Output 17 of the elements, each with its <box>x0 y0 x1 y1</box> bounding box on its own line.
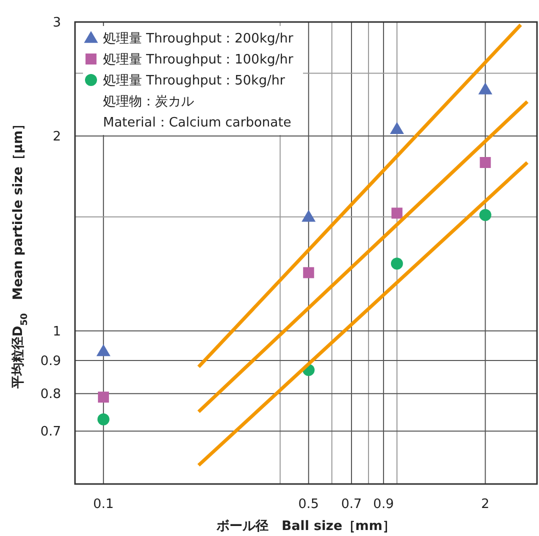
x-tick-label: 0.5 <box>298 497 319 512</box>
x-axis-title: ボール径 Ball size［mm］ <box>216 519 396 534</box>
y-tick-label: 3 <box>52 16 61 31</box>
y-tick-label: 0.9 <box>40 354 61 370</box>
legend-label: 処理量 Throughput：200kg/hr <box>103 32 294 47</box>
x-tick-label: 0.9 <box>373 497 394 512</box>
y-tick-label: 2 <box>52 130 61 145</box>
legend-label: 処理量 Throughput：50kg/hr <box>103 74 286 89</box>
annotation: 処理物：炭カル <box>103 94 194 110</box>
x-tick-label: 0.7 <box>341 497 362 512</box>
x-tick-label: 2 <box>481 497 490 512</box>
legend-label: 処理量 Throughput：100kg/hr <box>103 52 294 68</box>
y-tick-label: 0.7 <box>40 424 61 440</box>
y-tick-label: 1 <box>52 324 61 340</box>
y-tick-label: 0.8 <box>40 387 61 402</box>
annotation: Material：Calcium carbonate <box>103 116 292 131</box>
x-tick-label: 0.1 <box>93 497 114 512</box>
